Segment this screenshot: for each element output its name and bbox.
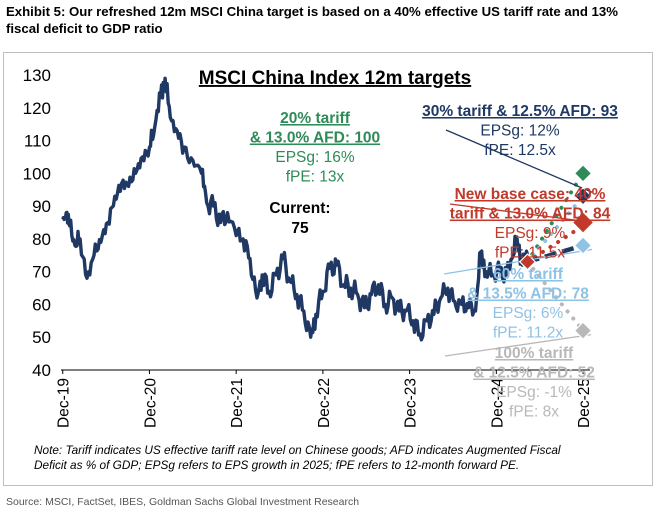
series-line-0 xyxy=(61,76,530,342)
chart-frame: 40 50 60 70 80 90 100 110 120 130 Dec-19 Dec-20 Dec-… xyxy=(3,52,653,486)
connector-light_blue xyxy=(443,248,593,275)
x-tick-label: Dec-25 xyxy=(576,378,593,428)
current-marker xyxy=(518,253,537,271)
target-line xyxy=(525,223,586,264)
x-tick-label: Dec-23 xyxy=(403,378,420,428)
connector-gray xyxy=(444,334,592,357)
target-marker xyxy=(573,186,593,206)
y-tick-label: 100 xyxy=(23,164,51,183)
note-line-2: Deficit as % of GDP; EPSg refers to EPS … xyxy=(34,458,519,472)
ann-base-line: EPSg: 9% xyxy=(495,225,566,242)
annotation-connectors xyxy=(443,129,595,357)
ann-30-line: EPSg: 12% xyxy=(480,123,559,140)
exhibit-title: Exhibit 5: Our refreshed 12m MSCI China … xyxy=(6,4,618,36)
target-marker xyxy=(573,321,593,341)
target-marker xyxy=(571,211,595,234)
ann-20-line: 20% tariff xyxy=(280,110,351,127)
y-tick-label: 90 xyxy=(32,197,51,216)
ann-100-line: 100% tariff xyxy=(495,345,574,362)
ann-20-line: fPE: 13x xyxy=(286,169,345,186)
y-tick-label: 50 xyxy=(32,328,51,347)
ann-100-line: fPE: 8x xyxy=(509,404,559,421)
note-line-1: Note: Tariff indicates US effective tari… xyxy=(34,443,561,457)
annotations: 20% tariff & 13.0% AFD: 100 EPSg: 16% fPE: … xyxy=(250,103,618,421)
y-tick-label: 70 xyxy=(32,263,51,282)
ann-100-line: & 12.5% AFD: 52 xyxy=(473,365,595,382)
target-markers xyxy=(518,163,595,341)
target-marker xyxy=(573,163,593,183)
connector-red xyxy=(449,203,595,224)
ann-base-line: New base case: 40% xyxy=(455,186,606,203)
ann-base-line: tariff & 13.0% AFD: 84 xyxy=(450,206,611,223)
note: Note: Tariff indicates US effective tari… xyxy=(34,443,564,472)
y-tick-label: 40 xyxy=(32,361,51,380)
note-text: Note: Tariff indicates US effective tari… xyxy=(34,443,564,472)
ann-20-line: EPSg: 16% xyxy=(275,149,354,166)
ann-60-line: 60% tariff xyxy=(493,266,564,283)
x-tick-label: Dec-21 xyxy=(229,378,246,428)
x-tick-label: Dec-20 xyxy=(142,378,159,428)
ann-100-line: EPSg: -1% xyxy=(496,384,572,401)
ann-60-line: & 13.5% AFD: 78 xyxy=(467,286,589,303)
ann-base-line: fPE: 11.5x xyxy=(495,245,566,262)
chart-title: MSCI China Index 12m targets xyxy=(199,68,471,89)
target-line xyxy=(525,171,586,264)
y-tick-label: 80 xyxy=(32,230,51,249)
current-value: 75 xyxy=(291,220,309,237)
y-tick-label: 130 xyxy=(23,66,51,85)
axes: 40 50 60 70 80 90 100 110 120 130 Dec-19 Dec-20 Dec-… xyxy=(23,66,593,428)
y-tick-label: 120 xyxy=(23,99,51,118)
y-tick-label: 110 xyxy=(24,132,51,151)
source-text: Source: MSCI, FactSet, IBES, Goldman Sac… xyxy=(6,496,360,508)
current-label: Current: xyxy=(269,200,330,217)
ann-30-line: fPE: 12.5x xyxy=(484,142,556,159)
chart-title-group: MSCI China Index 12m targets xyxy=(199,68,471,89)
series-group xyxy=(61,76,530,342)
y-tick-label: 60 xyxy=(32,295,51,314)
x-tick-label: Dec-22 xyxy=(316,378,333,428)
ann-60-line: EPSg: 6% xyxy=(493,305,564,322)
x-tick-label: Dec-24 xyxy=(489,378,506,428)
ann-60-line: fPE: 11.2x xyxy=(493,325,564,342)
ann-30-line: 30% tariff & 12.5% AFD: 93 xyxy=(422,103,618,120)
ann-20-line: & 13.0% AFD: 100 xyxy=(250,130,380,147)
connector-dark_navy xyxy=(445,129,593,193)
chart-svg: 40 50 60 70 80 90 100 110 120 130 Dec-19 Dec-20 Dec-… xyxy=(23,66,619,472)
target-line xyxy=(525,194,586,264)
x-tick-label: Dec-19 xyxy=(56,378,73,428)
target-line xyxy=(525,259,586,333)
target-marker xyxy=(573,236,593,255)
